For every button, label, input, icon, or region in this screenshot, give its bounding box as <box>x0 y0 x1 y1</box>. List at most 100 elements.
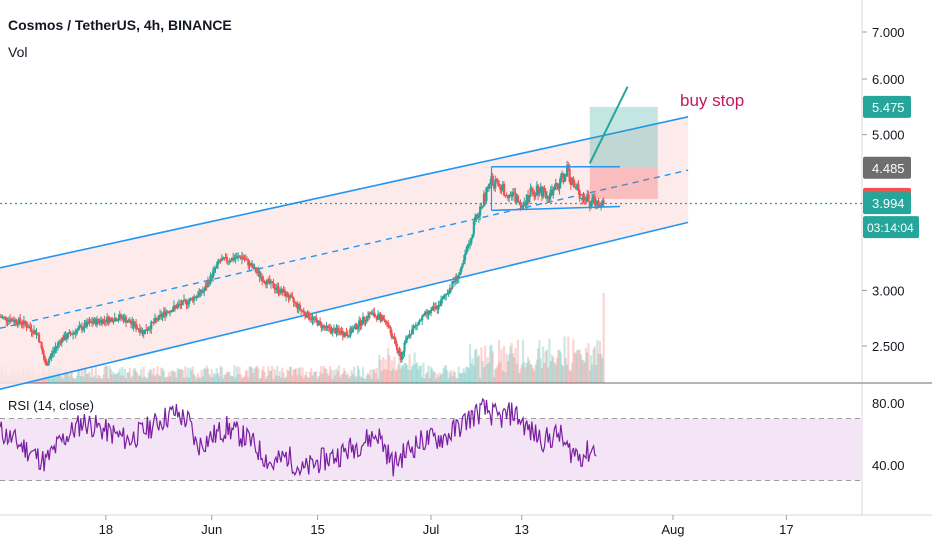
buy-stop-annotation[interactable]: buy stop <box>680 91 744 110</box>
candle-body <box>577 184 580 191</box>
candle-body <box>316 320 319 326</box>
candle-body <box>390 333 394 338</box>
volume-bar <box>558 349 561 383</box>
candle-body <box>447 292 450 294</box>
candle-body <box>475 214 478 217</box>
candle-body <box>205 285 208 287</box>
volume-bar <box>129 377 133 383</box>
volume-bar <box>318 371 322 383</box>
volume-bar <box>569 371 572 383</box>
candle-body <box>327 326 331 328</box>
candle-body <box>376 314 380 320</box>
volume-bar <box>158 376 162 383</box>
candle-body <box>365 316 368 322</box>
parallel-channel[interactable] <box>0 116 689 390</box>
candle-body <box>44 359 47 364</box>
volume-bar <box>366 372 370 383</box>
volume-bar <box>185 377 188 383</box>
volume-bar <box>221 378 225 383</box>
candle-body <box>175 306 178 309</box>
candle-body <box>591 198 594 203</box>
candle-body <box>122 316 125 322</box>
volume-bar <box>305 371 308 383</box>
volume-bar <box>518 372 521 383</box>
long-position-tool[interactable] <box>0 86 862 205</box>
candle-body <box>171 309 174 312</box>
volume-bar <box>448 372 452 383</box>
volume-bar <box>106 366 109 383</box>
volume-bar <box>227 372 230 383</box>
channel-fill <box>0 116 689 390</box>
candle-body <box>32 330 36 334</box>
candle-body <box>321 325 324 328</box>
candle-body <box>283 290 286 297</box>
candle-body <box>150 321 153 330</box>
candle-body <box>476 214 479 218</box>
candle-body <box>445 293 448 296</box>
volume-bar <box>182 378 186 383</box>
candle-body <box>55 346 58 348</box>
volume-bar <box>142 366 145 383</box>
price-badge-label: 5.475 <box>872 100 905 115</box>
consolidation-box[interactable] <box>490 165 621 212</box>
candle-body <box>94 319 97 325</box>
volume-bar <box>175 377 178 383</box>
volume-bar <box>399 368 402 383</box>
candle-body <box>369 313 372 315</box>
candle-body <box>161 314 164 317</box>
candle-body <box>284 292 288 297</box>
volume-bar <box>68 376 71 383</box>
volume-bar <box>194 376 197 383</box>
candle-body <box>579 198 583 200</box>
candle-body <box>325 325 328 329</box>
channel-upper-line <box>0 116 689 269</box>
candle-body <box>380 316 383 322</box>
candle-body <box>467 244 470 246</box>
candle-body <box>308 318 312 320</box>
candle-body <box>510 194 513 197</box>
candle-body <box>220 259 223 262</box>
candle-body <box>513 192 516 194</box>
volume-bar <box>581 359 584 383</box>
candle-body <box>277 286 280 293</box>
candle-body <box>446 293 449 295</box>
candle-body <box>340 331 343 335</box>
volume-bar <box>582 360 585 383</box>
candle-body <box>568 168 571 182</box>
candle-body <box>525 194 528 206</box>
volume-bar <box>223 374 226 383</box>
volume-bar <box>378 354 381 383</box>
volume-bar <box>71 377 75 383</box>
candle-body <box>552 189 555 195</box>
candle-body <box>559 176 562 184</box>
volume-bar <box>273 369 276 383</box>
candle-body <box>95 319 99 325</box>
volume-bar <box>535 359 538 383</box>
volume-bar <box>578 349 581 383</box>
time-tick-label: Aug <box>661 522 684 537</box>
candle-body <box>36 332 39 335</box>
candle-body <box>237 256 240 258</box>
candle-body <box>315 317 318 321</box>
volume-bar <box>97 374 100 383</box>
candle-body <box>192 296 196 301</box>
volume-bar <box>286 369 289 383</box>
candle-body <box>288 295 291 299</box>
candle-body <box>600 205 603 207</box>
candle-body <box>574 187 578 189</box>
rsi-label: RSI (14, close) <box>8 398 94 413</box>
candle-body <box>148 328 152 330</box>
volume-bar <box>213 373 216 383</box>
volume-bar <box>395 369 399 383</box>
candle-body <box>201 291 204 293</box>
candle-body <box>118 314 121 319</box>
candle-body <box>16 323 19 325</box>
rsi-tick-label: 80.00 <box>872 396 905 411</box>
price-badge <box>863 192 911 215</box>
volume-bar <box>361 367 365 383</box>
volume-bar <box>239 374 242 383</box>
volume-bar <box>519 368 522 383</box>
volume-bar <box>400 365 404 383</box>
candle-body <box>111 318 114 322</box>
price-tick-label: 3.000 <box>872 283 905 298</box>
